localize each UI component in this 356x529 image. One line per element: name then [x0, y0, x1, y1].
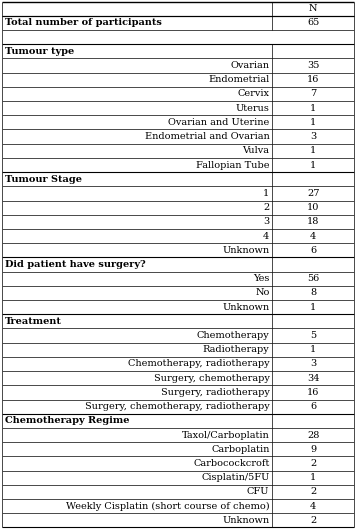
- Text: Chemotherapy Regime: Chemotherapy Regime: [5, 416, 130, 425]
- Text: 4: 4: [310, 232, 316, 241]
- Text: Endometrial and Ovarian: Endometrial and Ovarian: [145, 132, 269, 141]
- Text: 35: 35: [307, 61, 319, 70]
- Text: Unknown: Unknown: [222, 303, 269, 312]
- Text: 3: 3: [310, 360, 316, 369]
- Text: 2: 2: [263, 203, 269, 212]
- Text: Carboplatin: Carboplatin: [211, 445, 269, 454]
- Text: 1: 1: [310, 345, 316, 354]
- Text: Treatment: Treatment: [5, 317, 62, 326]
- Text: 65: 65: [307, 19, 319, 28]
- Text: Chemotherapy: Chemotherapy: [197, 331, 269, 340]
- Text: 1: 1: [263, 189, 269, 198]
- Text: Cervix: Cervix: [237, 89, 269, 98]
- Text: Tumour type: Tumour type: [5, 47, 75, 56]
- Text: Yes: Yes: [253, 274, 269, 283]
- Text: 10: 10: [307, 203, 319, 212]
- Text: 8: 8: [310, 288, 316, 297]
- Text: 1: 1: [310, 118, 316, 127]
- Text: Surgery, chemotherapy: Surgery, chemotherapy: [154, 373, 269, 382]
- Text: Tumour Stage: Tumour Stage: [5, 175, 82, 184]
- Text: 2: 2: [310, 487, 316, 496]
- Text: Total number of participants: Total number of participants: [5, 19, 162, 28]
- Text: Weekly Cisplatin (short course of chemo): Weekly Cisplatin (short course of chemo): [66, 501, 269, 510]
- Text: Endometrial: Endometrial: [208, 75, 269, 84]
- Text: 28: 28: [307, 431, 319, 440]
- Text: 5: 5: [310, 331, 316, 340]
- Text: 18: 18: [307, 217, 319, 226]
- Text: 3: 3: [310, 132, 316, 141]
- Text: Cisplatin/5FU: Cisplatin/5FU: [201, 473, 269, 482]
- Text: 4: 4: [263, 232, 269, 241]
- Text: 1: 1: [310, 160, 316, 169]
- Text: Ovarian: Ovarian: [230, 61, 269, 70]
- Text: CFU: CFU: [247, 487, 269, 496]
- Text: Taxol/Carboplatin: Taxol/Carboplatin: [182, 431, 269, 440]
- Text: 1: 1: [310, 473, 316, 482]
- Text: Surgery, chemotherapy, radiotherapy: Surgery, chemotherapy, radiotherapy: [85, 402, 269, 411]
- Text: Chemotherapy, radiotherapy: Chemotherapy, radiotherapy: [128, 360, 269, 369]
- Text: Uterus: Uterus: [236, 104, 269, 113]
- Text: No: No: [255, 288, 269, 297]
- Text: 9: 9: [310, 445, 316, 454]
- Text: Ovarian and Uterine: Ovarian and Uterine: [168, 118, 269, 127]
- Text: 4: 4: [310, 501, 316, 510]
- Text: 6: 6: [310, 246, 316, 255]
- Text: Fallopian Tube: Fallopian Tube: [196, 160, 269, 169]
- Text: 1: 1: [310, 303, 316, 312]
- Text: 3: 3: [263, 217, 269, 226]
- Text: Did patient have surgery?: Did patient have surgery?: [5, 260, 146, 269]
- Text: N: N: [309, 4, 318, 13]
- Text: 1: 1: [310, 104, 316, 113]
- Text: Unknown: Unknown: [222, 516, 269, 525]
- Text: Vulva: Vulva: [242, 147, 269, 156]
- Text: 7: 7: [310, 89, 316, 98]
- Text: 27: 27: [307, 189, 320, 198]
- Text: 1: 1: [310, 147, 316, 156]
- Text: 2: 2: [310, 516, 316, 525]
- Text: Radiotherapy: Radiotherapy: [203, 345, 269, 354]
- Text: 34: 34: [307, 373, 320, 382]
- Text: Surgery, radiotherapy: Surgery, radiotherapy: [161, 388, 269, 397]
- Text: Carbocockcroft: Carbocockcroft: [193, 459, 269, 468]
- Text: Unknown: Unknown: [222, 246, 269, 255]
- Text: 16: 16: [307, 75, 319, 84]
- Text: 6: 6: [310, 402, 316, 411]
- Text: 16: 16: [307, 388, 319, 397]
- Text: 2: 2: [310, 459, 316, 468]
- Text: 56: 56: [307, 274, 319, 283]
